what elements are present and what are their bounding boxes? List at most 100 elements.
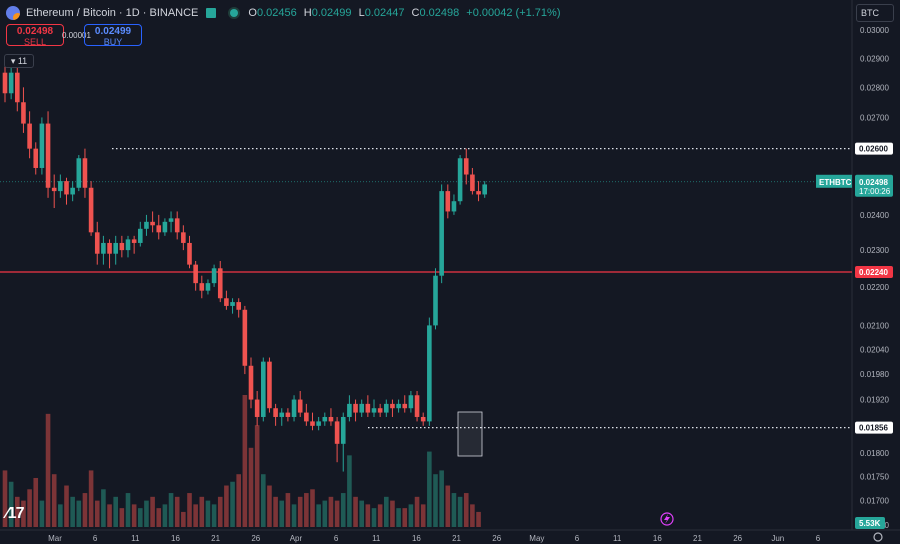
volume-bar <box>236 474 241 527</box>
candle-body <box>365 403 371 413</box>
volume-bar <box>347 455 352 527</box>
volume-bar <box>58 504 63 527</box>
volume-bar <box>470 504 475 527</box>
time-tick-label: 26 <box>251 534 260 543</box>
candle-body <box>131 239 137 243</box>
indicators-toggle-button[interactable]: ▾ 11 <box>4 54 34 68</box>
candle-body <box>156 225 162 233</box>
currency-button[interactable]: BTC <box>856 4 894 22</box>
volume-bar <box>420 504 426 527</box>
current-price-label: 0.02498 <box>859 178 888 187</box>
volume-bar <box>76 500 82 527</box>
time-tick-label: 11 <box>131 534 140 543</box>
volume-bar <box>359 500 364 527</box>
volume-bar <box>297 496 303 527</box>
volume-bar <box>414 496 420 527</box>
volume-bar <box>150 496 155 527</box>
time-tick-label: 21 <box>452 534 461 543</box>
volume-bar <box>273 496 278 527</box>
symbol-tag-label: ETHBTC <box>819 178 852 187</box>
candle-body <box>328 416 334 422</box>
volume-bar <box>463 493 469 527</box>
candle-body <box>445 191 451 212</box>
candle-body <box>64 181 69 195</box>
level-price-tag <box>855 421 893 434</box>
time-tick-label: Mar <box>48 534 62 543</box>
volume-bar <box>88 470 94 527</box>
price-tick-label: 0.01920 <box>860 396 889 405</box>
candle-body <box>384 403 389 413</box>
sell-label: SELL <box>23 37 47 47</box>
candle-body <box>236 302 241 310</box>
flag-icon[interactable] <box>206 8 217 18</box>
volume-bar <box>279 500 285 527</box>
candle-body <box>279 412 285 417</box>
candle-body <box>138 228 143 243</box>
time-tick-label: 16 <box>653 534 662 543</box>
volume-bar <box>248 447 254 527</box>
candle-body <box>125 239 131 251</box>
candle-body <box>8 72 14 94</box>
time-tick-label: 6 <box>334 534 339 543</box>
candle-body <box>322 416 328 422</box>
candle-body <box>144 221 149 229</box>
volume-bar <box>2 470 8 527</box>
candle-body <box>187 242 192 265</box>
volume-bar <box>390 500 395 527</box>
candle-body <box>371 408 377 413</box>
candle-body <box>340 416 346 444</box>
volume-bar <box>82 493 88 527</box>
volume-bar <box>427 451 432 527</box>
highlight-box <box>457 411 483 457</box>
volume-bar <box>107 504 112 527</box>
volume-bar <box>242 395 248 527</box>
candle-body <box>310 421 315 426</box>
candle-body <box>168 218 174 222</box>
price-tick-label: 0.01980 <box>860 370 889 379</box>
price-tick-label: 0.01800 <box>860 449 889 458</box>
candle-body <box>162 221 168 233</box>
volume-bar <box>21 500 26 527</box>
candle-body <box>457 158 463 202</box>
volume-bar <box>39 500 45 527</box>
symbol-header: Ethereum / Bitcoin · 1D · BINANCE O0.024… <box>6 4 564 22</box>
candle-body <box>150 221 155 226</box>
volume-bar <box>168 493 174 527</box>
price-tick-label: 0.01750 <box>860 472 889 481</box>
candle-body <box>267 361 272 409</box>
volume-bar <box>131 504 137 527</box>
candle-body <box>427 325 432 422</box>
countdown-label: 17:00:26 <box>859 187 891 196</box>
candle-body <box>254 399 260 417</box>
candle-body <box>451 201 457 212</box>
volume-bar <box>261 474 266 527</box>
candle-body <box>470 174 475 192</box>
candle-body <box>82 158 88 188</box>
candle-body <box>21 102 26 124</box>
lightning-icon <box>660 512 674 526</box>
time-tick-label: 6 <box>816 534 821 543</box>
eth-btc-logo-icon <box>6 6 20 20</box>
candle-body <box>359 403 364 413</box>
volume-bar <box>70 496 75 527</box>
volume-bar <box>316 504 321 527</box>
volume-bar <box>187 493 192 527</box>
sell-button[interactable]: 0.02498 SELL <box>6 24 64 47</box>
volume-bar <box>64 485 69 527</box>
symbol-title[interactable]: Ethereum / Bitcoin · 1D · BINANCE <box>26 7 199 19</box>
volume-bar <box>340 493 346 527</box>
candle-body <box>2 72 8 94</box>
volume-bar <box>230 481 235 527</box>
volume-bar <box>94 500 100 527</box>
volume-bar <box>224 485 229 527</box>
candle-body <box>408 395 414 409</box>
candle-body <box>119 242 125 251</box>
price-tick-label: 0.02040 <box>860 345 889 354</box>
buy-button[interactable]: 0.02499 BUY <box>84 24 142 47</box>
volume-bar <box>267 485 272 527</box>
candle-body <box>39 123 45 168</box>
volume-bar <box>384 496 389 527</box>
candle-body <box>58 181 63 192</box>
candle-body <box>377 408 383 413</box>
